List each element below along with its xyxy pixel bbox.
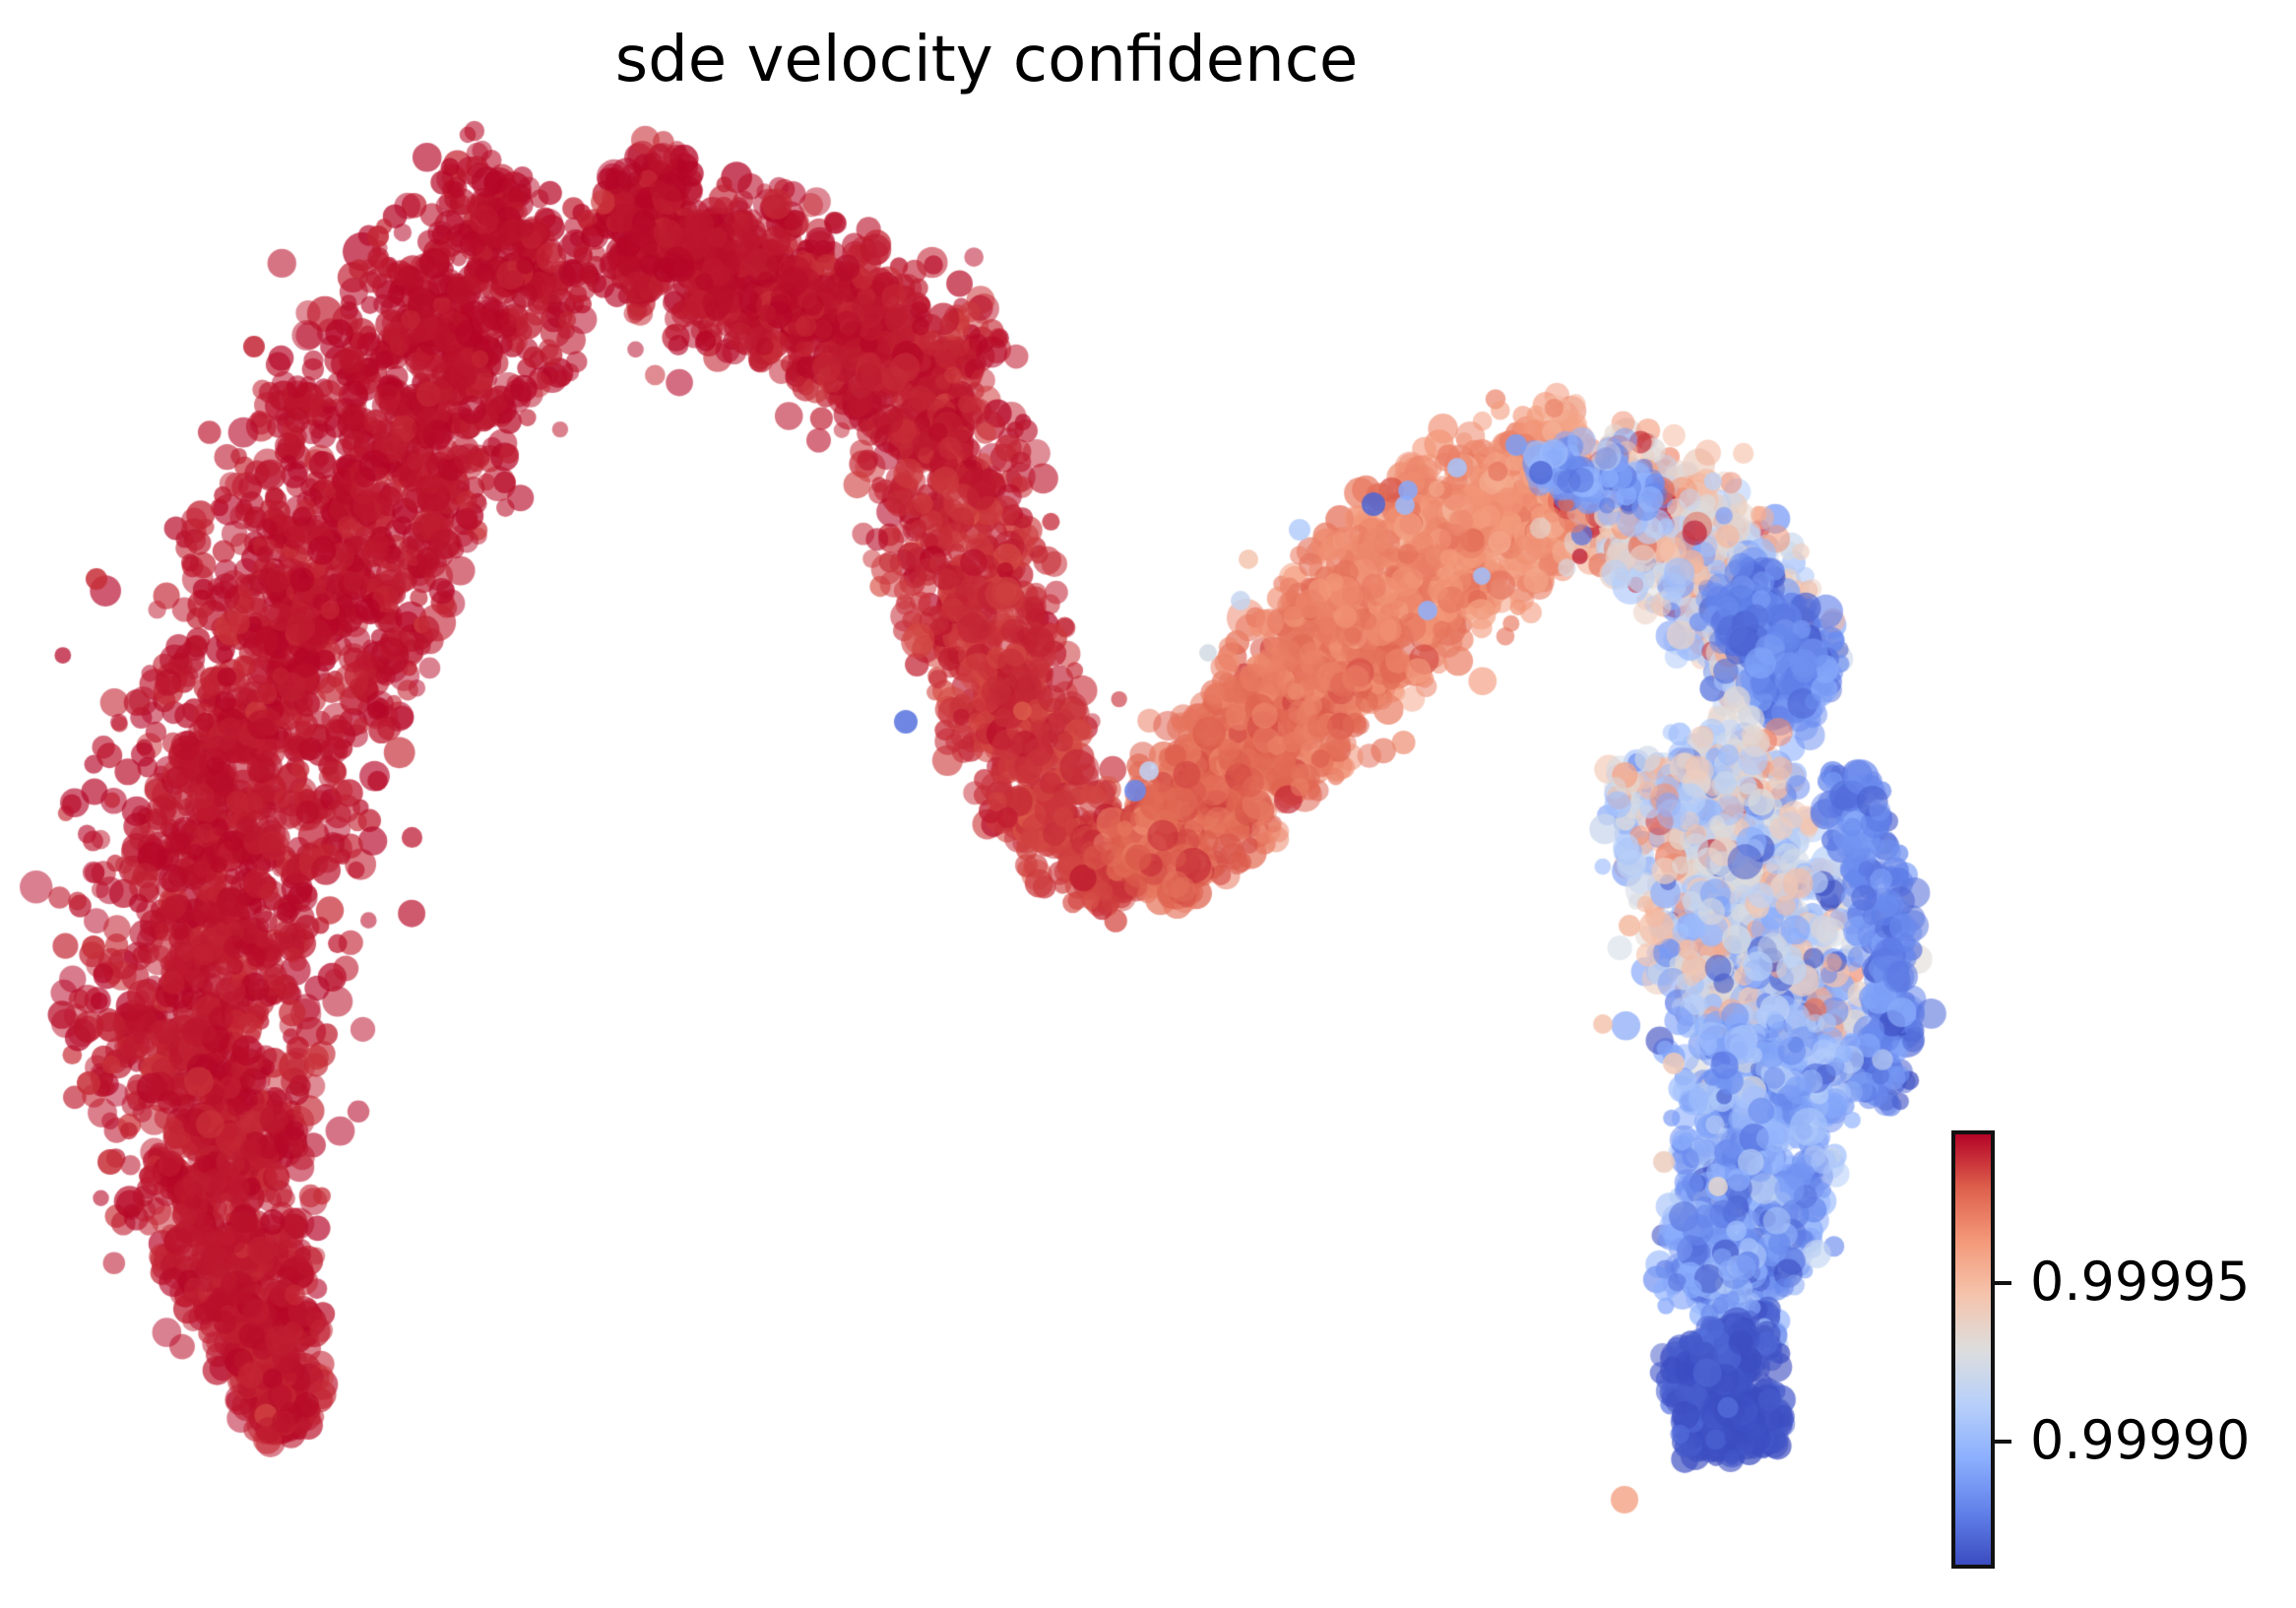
- colorbar-tick-label: 0.99995: [2030, 1251, 2251, 1314]
- colorbar-gradient: [1955, 1134, 1991, 1565]
- colorbar-tick-mark: [1995, 1440, 2011, 1444]
- plot-title: sde velocity confidence: [614, 24, 1359, 96]
- colorbar-tick-mark: [1995, 1280, 2011, 1285]
- colorbar-tick-label: 0.99990: [2030, 1409, 2251, 1472]
- colorbar: [1951, 1130, 1995, 1569]
